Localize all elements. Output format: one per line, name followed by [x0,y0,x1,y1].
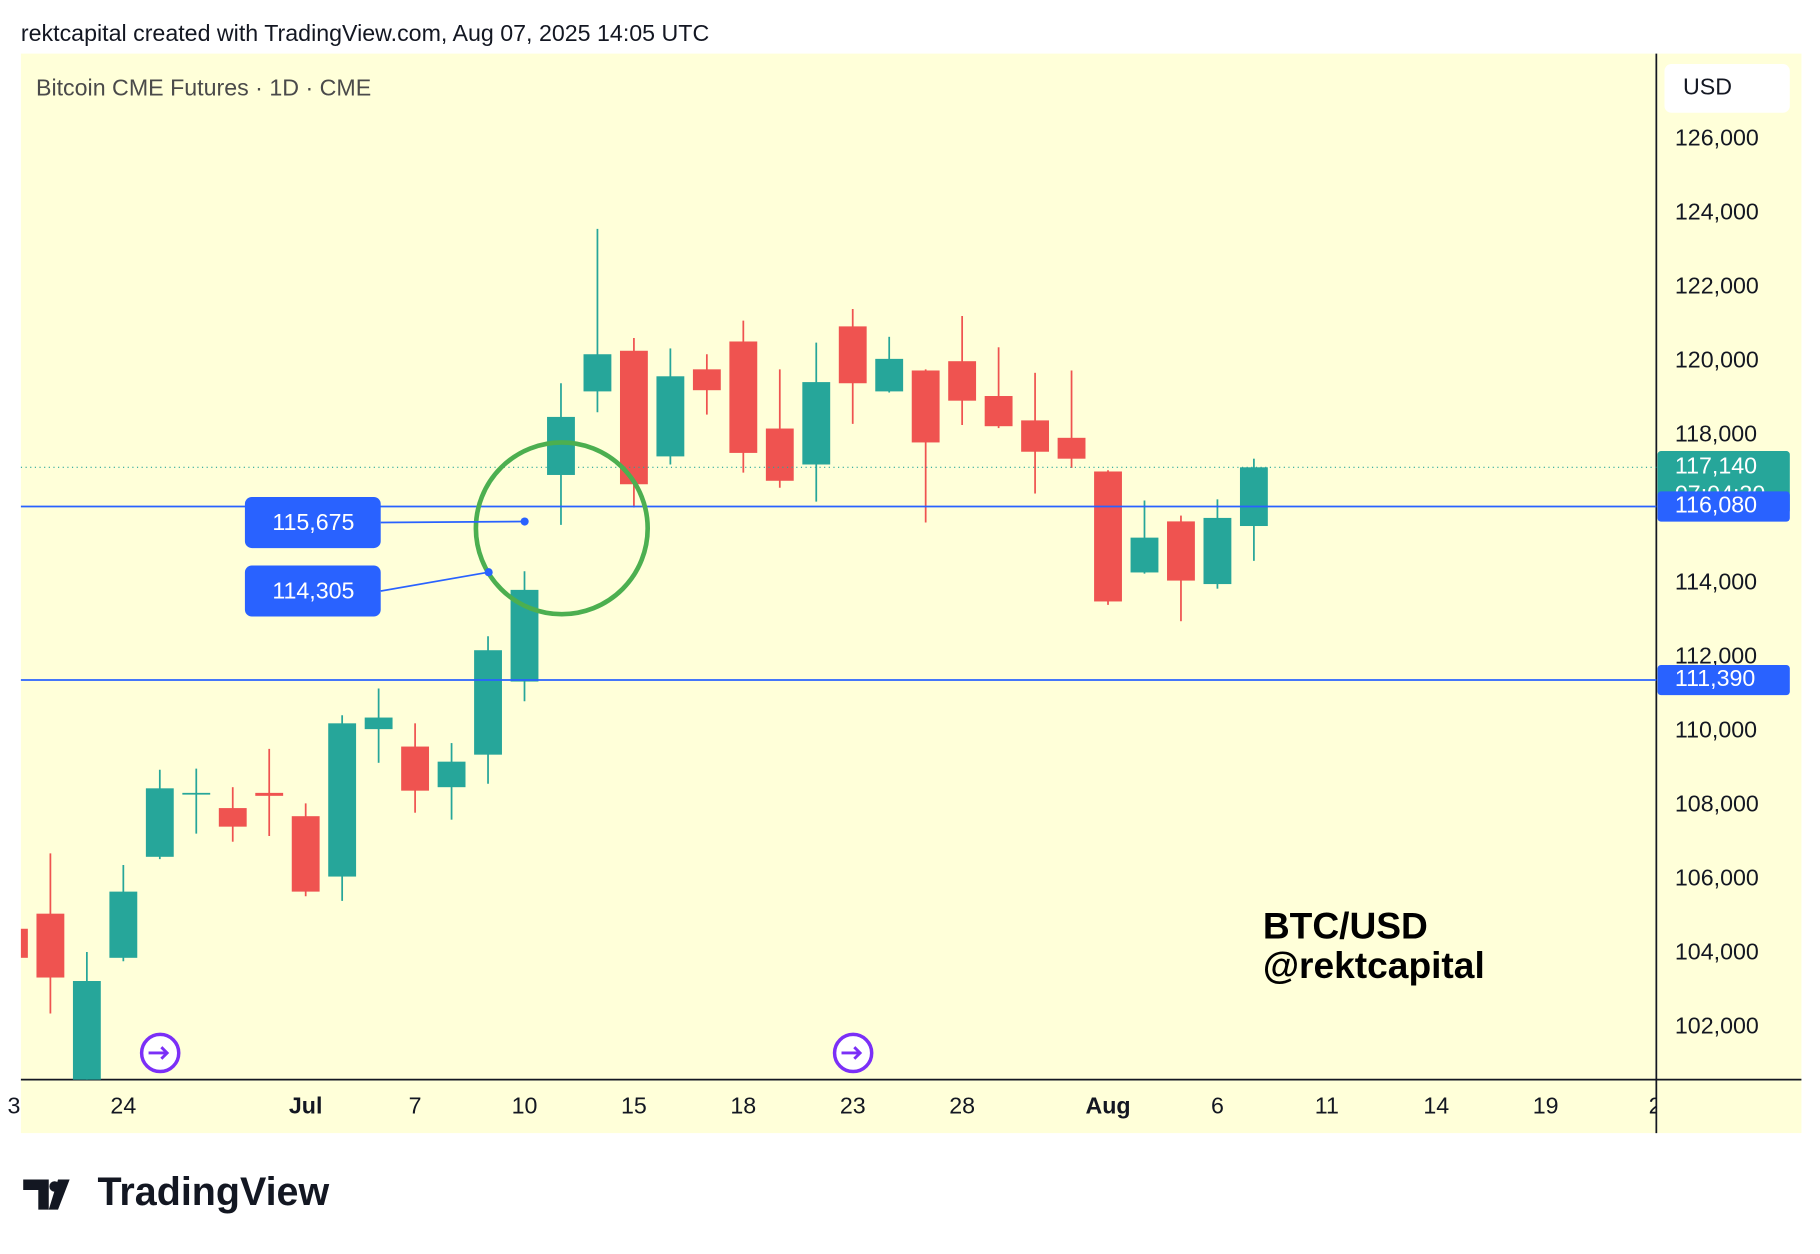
header: rektcapital created with TradingView.com… [21,20,709,46]
level-label: 111,390 [1675,665,1755,691]
callout-leader [380,520,525,524]
candle-body [838,326,867,384]
x-tick-label: 6 [1211,1093,1224,1119]
candle-body [72,981,101,1080]
last-price-label: 117,140 [1675,452,1757,478]
y-tick-label: 110,000 [1675,717,1757,743]
callout-point [520,517,529,526]
highlight-circle [473,440,650,617]
candle-body [911,370,940,443]
candle-body [1167,521,1195,581]
candle-body [875,358,904,392]
chart-title: Bitcoin CME Futures · 1D · CME [36,75,371,101]
candle-body [1203,517,1232,585]
y-tick-label: 104,000 [1675,939,1759,965]
event-icon[interactable] [139,1032,181,1074]
watermark: BTC/USD [1263,905,1428,947]
x-tick-label: 24 [110,1093,136,1119]
callout-point [484,568,493,577]
candle-body [182,792,211,795]
y-tick-label: 124,000 [1675,199,1759,225]
callout-box [244,497,381,549]
x-axis: 3 24 Jul 7 10 15 18 23 28 Aug 6 11 14 19 2 [7,1093,1662,1119]
level-tag [1657,491,1790,522]
x-tick-label: Jul [289,1093,323,1119]
level-label: 116,080 [1675,492,1757,518]
candle-body [1094,471,1122,602]
candle-body [218,808,247,827]
x-tick-label: 3 [7,1093,20,1119]
candle-body [474,650,502,755]
x-tick-label: 19 [1533,1093,1559,1119]
x-tick-label: 10 [512,1093,538,1119]
candle-body [437,761,466,788]
candle-body [984,396,1013,427]
candle-body [1057,437,1086,459]
y-tick-label: 106,000 [1675,865,1759,891]
candle-body [619,350,648,485]
currency-box[interactable] [1664,64,1790,113]
x-tick-label: 28 [949,1093,975,1119]
candle-body [145,788,174,857]
candle-body [364,717,393,730]
plot-area [20,228,1268,1080]
watermark: @rektcapital [1263,944,1485,986]
y-tick-label: 126,000 [1675,125,1759,151]
callout-box [244,565,381,617]
candle-body [401,746,430,791]
candle-body [20,928,28,958]
y-tick-label: 118,000 [1675,421,1757,447]
y-tick-label: 112,000 [1675,643,1757,669]
currency: USD [1683,74,1732,100]
candle-body [1130,537,1159,573]
y-tick-label: 122,000 [1675,273,1759,299]
y-tick-label: 114,000 [1675,569,1757,595]
candle-body [109,891,138,958]
x-tick-label: 7 [409,1093,422,1119]
candle-body [547,416,575,475]
x-tick-label: 14 [1423,1093,1449,1119]
footer-brand: TradingView [98,1170,330,1214]
candle-body [1239,467,1268,527]
candle-body [255,792,284,796]
callout-label: 114,305 [272,577,354,603]
x-tick-label: 11 [1315,1093,1339,1119]
candle-body [36,913,65,978]
candle-body [656,376,685,457]
x-tick-label: 23 [840,1093,866,1119]
callout-leader [380,571,489,592]
candle-body [948,361,977,401]
x-tick-label: 2 [1649,1093,1662,1119]
candle-body [692,369,721,391]
x-tick-label: Aug [1085,1093,1130,1119]
candle-body [765,428,794,481]
candle-body [729,341,758,453]
y-tick-label: 102,000 [1675,1013,1759,1039]
candle-body [583,354,612,392]
callout-label: 115,675 [272,509,354,535]
x-tick-label: 18 [730,1093,756,1119]
y-tick-label: 120,000 [1675,347,1759,373]
event-icon[interactable] [832,1032,874,1074]
candle-body [802,382,831,465]
candle-body [1021,420,1050,452]
level-tag [1657,664,1790,696]
y-tick-label: 108,000 [1675,791,1759,817]
tv-logo [23,1179,70,1210]
candle-body [291,816,320,892]
candle-body [328,723,357,877]
x-tick-label: 15 [621,1093,647,1119]
